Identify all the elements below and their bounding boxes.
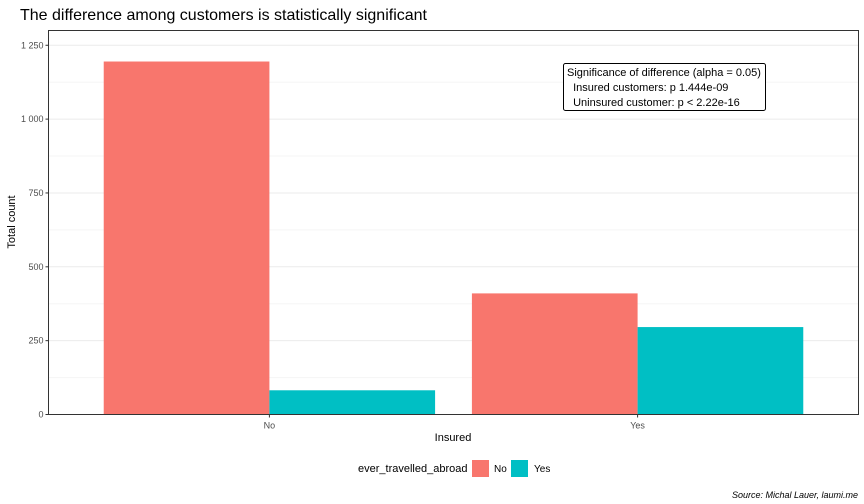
y-axis: 0 250 500 750 1 000 1 250 <box>21 40 49 420</box>
annotation-line-2: Insured customers: p 1.444e-09 <box>567 82 728 94</box>
bar-yes-yes <box>637 327 804 415</box>
x-tick-label: Yes <box>630 421 645 431</box>
y-axis-title: Total count <box>6 195 18 248</box>
legend-title: ever_travelled_abroad <box>358 463 467 475</box>
y-tick-label: 750 <box>28 188 43 198</box>
y-tick-label: 1 250 <box>21 40 44 50</box>
x-tick-label: No <box>264 421 276 431</box>
chart-caption: Source: Michal Lauer, laumi.me <box>732 490 858 500</box>
y-tick-label: 500 <box>28 262 43 272</box>
y-tick-label: 1 000 <box>21 114 44 124</box>
annotation-line-3: Uninsured customer: p < 2.22e-16 <box>567 97 740 109</box>
x-axis: No Yes <box>264 414 645 431</box>
annotation-line-1: Significance of difference (alpha = 0.05… <box>567 67 761 79</box>
y-tick-label: 250 <box>28 336 43 346</box>
legend: ever_travelled_abroad No Yes <box>358 460 550 477</box>
y-tick-label: 0 <box>38 410 43 420</box>
legend-label-no: No <box>494 464 507 475</box>
annotation-box <box>563 63 766 111</box>
chart-title: The difference among customers is statis… <box>20 7 428 24</box>
bar-no-yes <box>269 390 436 415</box>
bar-yes-no <box>471 293 638 415</box>
legend-label-yes: Yes <box>534 464 550 475</box>
bar-no-no <box>103 61 270 415</box>
x-axis-title: Insured <box>435 432 472 444</box>
panel-border <box>48 30 859 415</box>
legend-key-yes <box>511 460 528 477</box>
legend-key-no <box>472 460 489 477</box>
bars <box>103 61 804 415</box>
significance-annotation: Significance of difference (alpha = 0.05… <box>563 63 766 111</box>
